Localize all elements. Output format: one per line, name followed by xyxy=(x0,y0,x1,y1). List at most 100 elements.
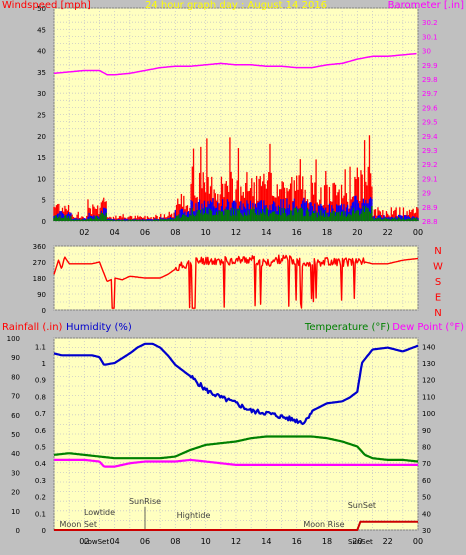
ytick-left: 20 xyxy=(37,133,46,141)
ytick-humidity: 50 xyxy=(11,431,20,439)
ytick-left: 0 xyxy=(42,218,46,226)
ytick-humidity: 80 xyxy=(11,373,20,381)
ytick-humidity: 70 xyxy=(11,393,20,401)
xtick: 18 xyxy=(322,228,332,237)
ytick-temperature: 130 xyxy=(422,360,435,368)
xtick: 12 xyxy=(231,228,241,237)
ytick-right: 30.2 xyxy=(422,19,438,27)
ytick-right: 29.7 xyxy=(422,90,438,98)
ylabel-dewpoint: Dew Point (°F) xyxy=(392,322,464,333)
ylabel-temperature: Temperature (°F) xyxy=(304,322,390,333)
xtick: 04 xyxy=(110,228,120,237)
ytick-rainfall: 0.9 xyxy=(35,377,46,385)
ytick-humidity: 90 xyxy=(11,354,20,362)
dir-label: N xyxy=(434,246,441,257)
event-annotation: Moon Rise xyxy=(303,520,344,529)
ytick-right: 29.2 xyxy=(422,161,438,169)
xtick: 16 xyxy=(292,228,302,237)
dir-ytick: 360 xyxy=(33,243,46,251)
ytick-left: 15 xyxy=(37,154,46,162)
chart-title: 24 hour graph day : August 14 2016 xyxy=(145,0,327,11)
ytick-left: 10 xyxy=(37,175,46,183)
series-line-temperature xyxy=(53,435,419,463)
event-annotation: Moon Set xyxy=(60,520,97,529)
ytick-temperature: 100 xyxy=(422,410,435,418)
xtick: 04 xyxy=(110,537,120,546)
ytick-humidity: 10 xyxy=(11,508,20,516)
ytick-rainfall: 0.2 xyxy=(35,494,46,502)
ylabel-humidity: Humidity (%) xyxy=(66,322,132,333)
ytick-right: 29.3 xyxy=(422,147,438,155)
xtick: 12 xyxy=(231,537,241,546)
ytick-rainfall: 0.8 xyxy=(35,393,46,401)
ytick-temperature: 80 xyxy=(422,444,431,452)
ytick-humidity: 30 xyxy=(11,469,20,477)
ytick-right: 29.4 xyxy=(422,133,438,141)
ytick-temperature: 70 xyxy=(422,460,431,468)
ytick-left: 45 xyxy=(37,26,46,34)
barometer-line xyxy=(53,52,417,76)
xtick: 18 xyxy=(322,537,332,546)
ytick-right: 29.1 xyxy=(422,175,438,183)
ytick-humidity: 40 xyxy=(11,450,20,458)
ytick-left: 5 xyxy=(42,197,46,205)
ytick-right: 29.9 xyxy=(422,62,438,70)
ytick-rainfall: 0 xyxy=(42,527,46,535)
xtick: 06 xyxy=(140,228,150,237)
event-annotation: Lowtide xyxy=(84,508,115,517)
ytick-left: 25 xyxy=(37,112,46,120)
ytick-temperature: 30 xyxy=(422,527,431,535)
ytick-humidity: 20 xyxy=(11,489,20,497)
xtick: 06 xyxy=(140,537,150,546)
wind-direction-line xyxy=(53,254,419,309)
xtick: 02 xyxy=(79,537,89,546)
xtick: 20 xyxy=(352,537,362,546)
xtick: 16 xyxy=(292,537,302,546)
xtick: 22 xyxy=(383,228,393,237)
ytick-temperature: 60 xyxy=(422,477,431,485)
dir-label: N xyxy=(434,308,441,319)
ytick-rainfall: 1 xyxy=(42,360,46,368)
ylabel-right: Barometer [.in] xyxy=(388,0,464,11)
xtick: 08 xyxy=(170,537,180,546)
xtick: 22 xyxy=(383,537,393,546)
dir-label: W xyxy=(433,262,443,273)
ytick-temperature: 110 xyxy=(422,393,435,401)
ylabel-rainfall: Rainfall (.in) xyxy=(2,322,63,333)
ytick-right: 28.9 xyxy=(422,204,438,212)
ytick-temperature: 140 xyxy=(422,343,435,351)
event-annotation: SunSet xyxy=(348,501,376,510)
xtick: 20 xyxy=(352,228,362,237)
dir-label: S xyxy=(435,277,441,288)
ytick-right: 30.1 xyxy=(422,33,438,41)
dir-ytick: 90 xyxy=(37,291,46,299)
ytick-rainfall: 0.5 xyxy=(35,444,46,452)
series-line-rainfall xyxy=(54,520,418,531)
event-annotation: Hightide xyxy=(177,511,211,520)
ytick-humidity: 60 xyxy=(11,412,20,420)
x-event-label: SunSet xyxy=(348,538,373,546)
ytick-temperature: 120 xyxy=(422,377,435,385)
xtick: 10 xyxy=(201,228,211,237)
dir-ytick: 180 xyxy=(33,275,46,283)
ytick-right: 30 xyxy=(422,48,431,56)
xtick: 14 xyxy=(261,537,271,546)
ytick-left: 40 xyxy=(37,48,46,56)
ytick-left: 50 xyxy=(37,5,46,13)
ytick-rainfall: 0.6 xyxy=(35,427,47,435)
ytick-rainfall: 0.7 xyxy=(35,410,46,418)
xtick: 10 xyxy=(201,537,211,546)
xtick: 08 xyxy=(170,228,180,237)
ytick-temperature: 50 xyxy=(422,494,431,502)
xtick: 00 xyxy=(413,537,423,546)
ytick-rainfall: 0.1 xyxy=(35,510,46,518)
dir-label: E xyxy=(435,293,441,304)
ytick-right: 29 xyxy=(422,190,431,198)
ytick-left: 35 xyxy=(37,69,46,77)
panel-wind-barometer: 0 5 10 15 20 25 30 35 40 45 50 28.8 28.9 29 29.1 29.2 29… xyxy=(2,0,464,237)
xtick: 02 xyxy=(79,228,89,237)
ytick-left: 30 xyxy=(37,90,46,98)
ytick-right: 29.6 xyxy=(422,104,438,112)
